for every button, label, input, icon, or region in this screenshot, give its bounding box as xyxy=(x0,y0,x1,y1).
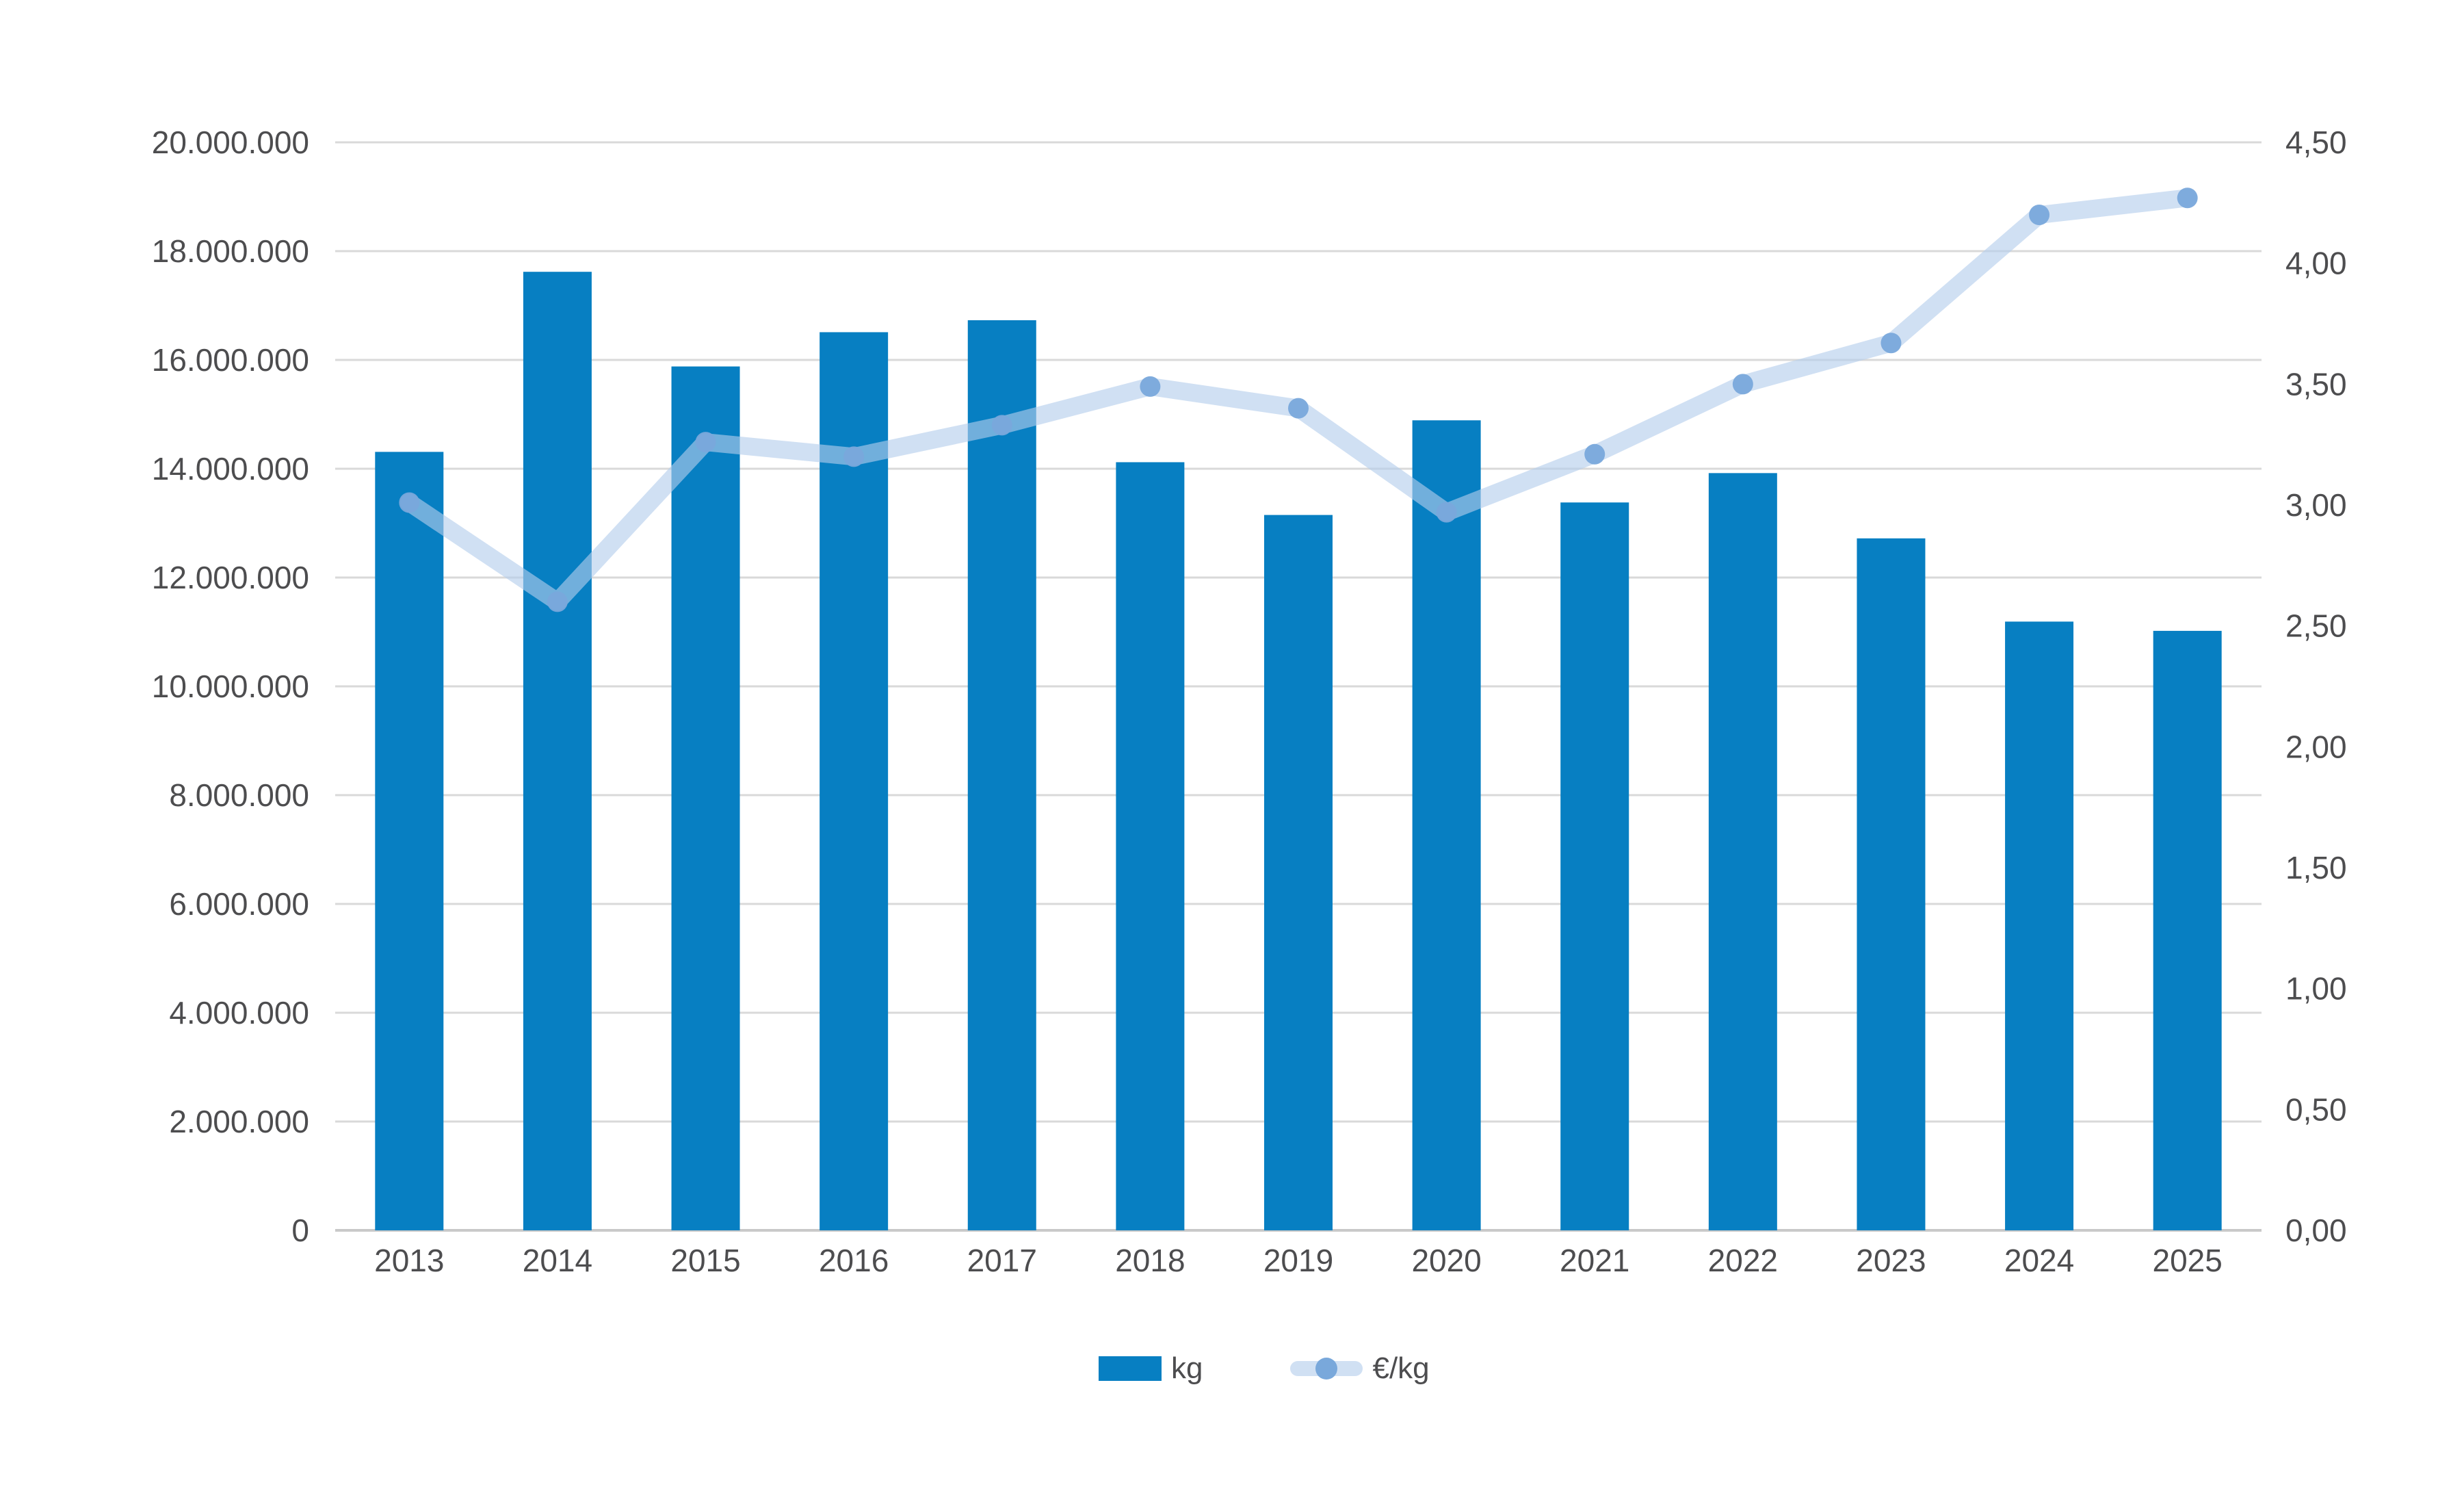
x-axis-label-2020: 2020 xyxy=(1411,1243,1481,1278)
legend-item-eur-per-kg: €/kg xyxy=(1290,1351,1430,1385)
line-point-2019 xyxy=(1288,398,1309,419)
line-point-2025 xyxy=(2177,187,2198,209)
x-axis-label-2016: 2016 xyxy=(819,1243,889,1278)
kg-legend-swatch xyxy=(1099,1356,1162,1381)
bar-2016 xyxy=(820,332,889,1231)
line-point-2020 xyxy=(1436,502,1457,523)
left-axis-tick-label: 20.000.000 xyxy=(152,125,309,160)
left-axis-tick-label: 6.000.000 xyxy=(169,886,309,922)
right-axis-tick-label: 0,50 xyxy=(2285,1091,2347,1127)
x-axis-label-2021: 2021 xyxy=(1560,1243,1629,1278)
bar-2013 xyxy=(375,452,444,1230)
legend-line-marker-icon xyxy=(1315,1358,1338,1380)
left-axis-tick-label: 18.000.000 xyxy=(152,233,309,269)
kg-legend-label: kg xyxy=(1171,1351,1203,1385)
left-axis-tick-label: 4.000.000 xyxy=(169,995,309,1031)
right-axis-tick-label: 1,00 xyxy=(2285,971,2347,1007)
line-point-2015 xyxy=(695,432,716,453)
right-axis-tick-label: 1,50 xyxy=(2285,850,2347,885)
legend: kg €/kg xyxy=(1099,1354,1430,1384)
line-point-2013 xyxy=(399,492,420,513)
bar-2019 xyxy=(1264,515,1333,1231)
x-axis-label-2024: 2024 xyxy=(2004,1243,2074,1278)
right-axis-tick-label: 4,00 xyxy=(2285,246,2347,281)
eur-per-kg-legend-swatch xyxy=(1290,1358,1363,1380)
line-point-2021 xyxy=(1584,443,1605,465)
bar-2023 xyxy=(1857,538,1926,1230)
eur-per-kg-legend-label: €/kg xyxy=(1372,1351,1430,1385)
line-point-2022 xyxy=(1732,374,1753,395)
left-axis-tick-label: 16.000.000 xyxy=(152,342,309,378)
line-point-2023 xyxy=(1880,333,1902,354)
right-axis-tick-label: 4,50 xyxy=(2285,125,2347,160)
x-axis-label-2023: 2023 xyxy=(1856,1243,1926,1278)
line-point-2016 xyxy=(843,446,865,467)
left-axis-tick-label: 10.000.000 xyxy=(152,669,309,704)
left-axis-tick-label: 2.000.000 xyxy=(169,1104,309,1139)
right-axis-tick-label: 0,00 xyxy=(2285,1213,2347,1248)
bar-2014 xyxy=(523,272,592,1231)
x-axis-label-2015: 2015 xyxy=(670,1243,740,1278)
x-axis-label-2014: 2014 xyxy=(523,1243,592,1278)
x-axis-label-2018: 2018 xyxy=(1115,1243,1185,1278)
x-axis-label-2013: 2013 xyxy=(374,1243,444,1278)
bar-2018 xyxy=(1116,462,1185,1231)
legend-item-kg: kg xyxy=(1099,1354,1203,1384)
left-axis-tick-label: 0 xyxy=(291,1213,309,1248)
line-point-2014 xyxy=(547,591,568,612)
line-point-2018 xyxy=(1140,376,1161,397)
x-axis-label-2025: 2025 xyxy=(2153,1243,2223,1278)
bar-2017 xyxy=(967,320,1036,1231)
left-axis-tick-label: 12.000.000 xyxy=(152,560,309,595)
line-point-2017 xyxy=(991,415,1012,436)
bar-2024 xyxy=(2005,621,2074,1230)
right-axis-tick-label: 3,50 xyxy=(2285,366,2347,402)
x-axis-label-2017: 2017 xyxy=(967,1243,1037,1278)
line-point-2024 xyxy=(2029,205,2050,225)
x-axis-label-2022: 2022 xyxy=(1708,1243,1778,1278)
left-axis-tick-label: 8.000.000 xyxy=(169,777,309,813)
bar-2021 xyxy=(1560,502,1629,1230)
right-axis-tick-label: 2,50 xyxy=(2285,608,2347,644)
bar-2025 xyxy=(2153,630,2222,1230)
bar-2020 xyxy=(1412,420,1481,1230)
bar-2015 xyxy=(671,366,740,1230)
right-axis-tick-label: 3,00 xyxy=(2285,487,2347,523)
x-axis-label-2019: 2019 xyxy=(1263,1243,1333,1278)
left-axis-tick-label: 14.000.000 xyxy=(152,451,309,487)
bar-2022 xyxy=(1708,473,1777,1230)
right-axis-tick-label: 2,00 xyxy=(2285,729,2347,764)
